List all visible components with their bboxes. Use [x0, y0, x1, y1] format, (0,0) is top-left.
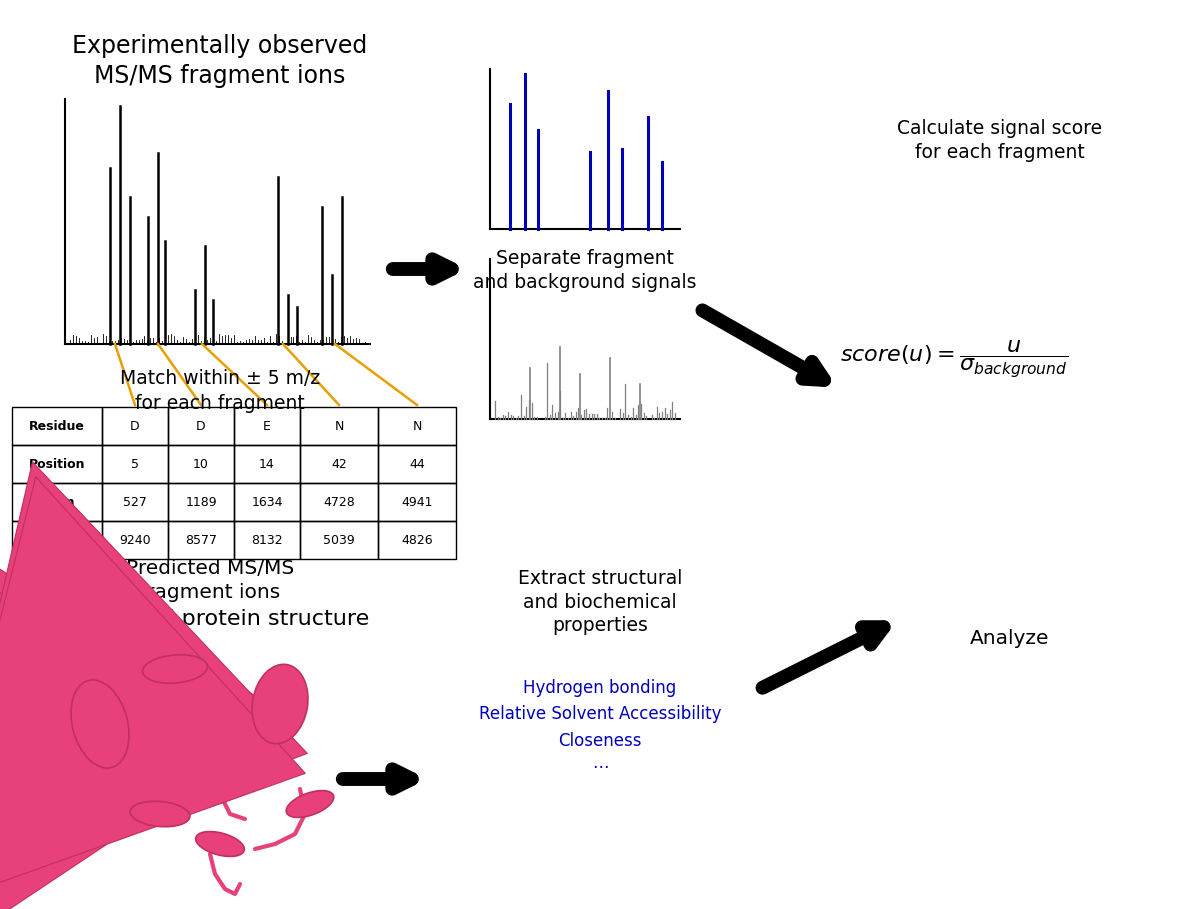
Ellipse shape	[130, 801, 190, 826]
Text: b-ion: b-ion	[40, 495, 74, 508]
Text: 8577: 8577	[185, 534, 217, 546]
Text: 8132: 8132	[251, 534, 283, 546]
Text: Match within ± 5 m/z
for each fragment: Match within ± 5 m/z for each fragment	[120, 369, 320, 413]
Text: 9240: 9240	[119, 534, 151, 546]
Bar	[300, 407, 378, 445]
Text: 1189: 1189	[185, 495, 217, 508]
Bar	[234, 483, 300, 521]
Text: Residue: Residue	[29, 419, 85, 433]
Ellipse shape	[252, 664, 308, 744]
Text: $score(u) = \dfrac{u}{\sigma_{background}}$: $score(u) = \dfrac{u}{\sigma_{background…	[840, 338, 1068, 380]
Ellipse shape	[287, 791, 334, 817]
Bar	[378, 521, 456, 559]
Bar	[300, 521, 378, 559]
Text: Extract structural
and biochemical
properties: Extract structural and biochemical prope…	[518, 569, 682, 635]
Text: D: D	[196, 419, 206, 433]
Text: Calculate signal score
for each fragment: Calculate signal score for each fragment	[898, 119, 1103, 162]
Bar	[378, 445, 456, 483]
Text: 10: 10	[193, 457, 209, 471]
Bar	[300, 445, 378, 483]
Text: Position: Position	[29, 457, 85, 471]
Bar	[12, 407, 102, 445]
Text: 42: 42	[331, 457, 347, 471]
Ellipse shape	[196, 832, 245, 856]
Bar	[300, 483, 378, 521]
Bar	[168, 483, 234, 521]
Bar	[102, 521, 168, 559]
Text: 4728: 4728	[323, 495, 355, 508]
Text: E: E	[263, 419, 271, 433]
Text: 5039: 5039	[323, 534, 355, 546]
Text: 5: 5	[131, 457, 139, 471]
Text: D: D	[130, 419, 140, 433]
Bar	[12, 445, 102, 483]
Bar	[102, 407, 168, 445]
Bar	[378, 407, 456, 445]
Text: Experimentally observed
MS/MS fragment ions: Experimentally observed MS/MS fragment i…	[72, 34, 367, 87]
Ellipse shape	[71, 680, 130, 768]
Text: 14: 14	[259, 457, 275, 471]
Bar	[234, 445, 300, 483]
Text: Analyze: Analyze	[971, 630, 1050, 648]
Text: y-ion: y-ion	[40, 534, 74, 546]
Text: 44: 44	[409, 457, 425, 471]
Bar	[12, 521, 102, 559]
Bar	[168, 521, 234, 559]
Bar	[234, 521, 300, 559]
Bar	[234, 407, 300, 445]
Text: 4941: 4941	[401, 495, 433, 508]
Bar	[168, 445, 234, 483]
Text: Separate fragment
and background signals: Separate fragment and background signals	[473, 249, 697, 292]
Bar	[102, 483, 168, 521]
Text: Predicted protein structure: Predicted protein structure	[71, 609, 370, 629]
Text: 527: 527	[124, 495, 146, 508]
Text: N: N	[335, 419, 343, 433]
Text: Hydrogen bonding
Relative Solvent Accessibility
Closeness
⋯: Hydrogen bonding Relative Solvent Access…	[479, 679, 721, 776]
Bar	[378, 483, 456, 521]
Text: 4826: 4826	[401, 534, 433, 546]
Bar	[12, 483, 102, 521]
Text: N: N	[413, 419, 421, 433]
Text: 1634: 1634	[251, 495, 283, 508]
Bar	[102, 445, 168, 483]
Ellipse shape	[143, 654, 208, 684]
Text: Predicted MS/MS
fragment ions: Predicted MS/MS fragment ions	[126, 559, 294, 602]
Bar	[168, 407, 234, 445]
